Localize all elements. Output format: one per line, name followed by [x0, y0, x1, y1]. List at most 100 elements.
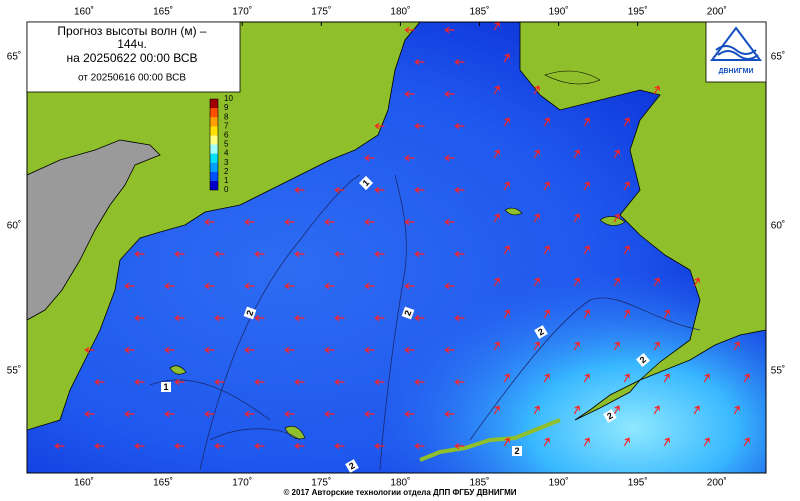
wave-arrow: [733, 405, 741, 415]
wave-arrow: [374, 186, 385, 194]
wave-arrow: [414, 378, 425, 386]
aleutian-islands: [419, 418, 561, 462]
contour-label-bg: [243, 306, 257, 320]
wave-arrow: [244, 410, 255, 418]
wave-arrow: [214, 378, 225, 386]
latitude-label: 65˚: [771, 51, 785, 63]
wave-arrow: [623, 181, 631, 191]
longitude-label: 185˚: [469, 6, 489, 18]
wave-arrow: [284, 346, 295, 354]
wave-arrow: [324, 410, 335, 418]
wave-arrow: [454, 378, 465, 386]
wave-arrow: [124, 346, 135, 354]
wave-arrow: [124, 410, 135, 418]
wave-arrow: [444, 282, 455, 290]
wave-arrow: [84, 410, 95, 418]
title-line: от 20250616 00:00 ВСВ: [78, 73, 186, 84]
logo-icon: [710, 26, 762, 61]
legend-label: 6: [224, 131, 229, 140]
wave-arrow: [533, 149, 541, 159]
wave-arrow: [533, 341, 541, 351]
wave-arrow: [134, 250, 145, 258]
wave-arrow: [214, 250, 225, 258]
wave-arrow: [404, 154, 415, 162]
wave-arrow: [503, 245, 511, 255]
wave-arrow: [503, 53, 511, 63]
legend-swatch: [210, 108, 218, 118]
wave-arrow: [444, 346, 455, 354]
wave-arrow: [374, 122, 385, 130]
contour-label: 2: [345, 459, 359, 473]
wave-arrow: [503, 437, 511, 447]
wave-arrow: [444, 218, 455, 226]
land-chukotka: [27, 22, 421, 431]
wave-arrow: [284, 282, 295, 290]
longitude-label: 200˚: [707, 477, 727, 489]
longitude-label: 195˚: [628, 477, 648, 489]
wave-arrow: [573, 149, 581, 159]
contour-label-text: 1: [361, 178, 372, 189]
wave-arrow: [254, 378, 265, 386]
wave-arrow: [134, 314, 145, 322]
legend-label: 10: [224, 94, 233, 103]
legend-label: 3: [224, 158, 229, 167]
wave-arrow: [533, 85, 541, 95]
wave-arrow: [364, 218, 375, 226]
wave-arrow: [204, 410, 215, 418]
longitude-label: 195˚: [628, 6, 648, 18]
land-peninsula: [574, 379, 641, 421]
wave-arrow: [454, 250, 465, 258]
wave-arrow: [583, 373, 591, 383]
legend-swatch: [210, 153, 218, 163]
wave-arrow: [244, 282, 255, 290]
longitude-label: 180˚: [390, 477, 410, 489]
wave-arrow: [623, 373, 631, 383]
wave-arrow: [703, 437, 711, 447]
wave-arrow: [543, 117, 551, 127]
wave-arrow: [94, 442, 105, 450]
contour-label-text: 2: [347, 460, 356, 471]
contour-label-text: 2: [605, 410, 614, 421]
wave-arrow: [444, 26, 455, 34]
contour-lines: [149, 174, 701, 471]
wave-arrow: [663, 309, 671, 319]
wave-arrow: [444, 410, 455, 418]
wave-arrow: [294, 314, 305, 322]
contour-label-text: 2: [244, 309, 255, 317]
wave-arrow: [174, 442, 185, 450]
wave-arrow: [573, 213, 581, 223]
wave-arrow: [583, 181, 591, 191]
legend-swatch: [210, 180, 218, 190]
wave-arrow: [653, 85, 661, 95]
contour-labels: 1 2 2 2 1 2 2 2 2: [161, 175, 651, 473]
longitude-label: 170˚: [232, 477, 252, 489]
contour-label-bg: [603, 409, 617, 423]
wave-arrow: [743, 373, 751, 383]
wave-arrow: [663, 437, 671, 447]
wave-arrow: [404, 218, 415, 226]
wave-arrow: [454, 442, 465, 450]
title-line: Прогноз высоты волн (м) –: [57, 24, 207, 38]
wave-arrow: [364, 346, 375, 354]
wave-arrow: [364, 154, 375, 162]
map-frame: [26, 21, 767, 474]
wave-arrow: [404, 346, 415, 354]
contour-label: 2: [243, 306, 257, 320]
title-line: 144ч.: [117, 37, 147, 51]
legend-label: 5: [224, 140, 229, 149]
contour-label-bg: [635, 352, 651, 368]
islands: [169, 70, 626, 440]
legend-label: 7: [224, 121, 229, 130]
wave-arrow: [613, 341, 621, 351]
longitude-label: 160˚: [74, 477, 94, 489]
wave-arrow: [533, 277, 541, 287]
longitude-label: 175˚: [311, 477, 331, 489]
wave-arrow: [503, 181, 511, 191]
legend-swatch: [210, 99, 218, 109]
wave-arrow: [613, 149, 621, 159]
wave-arrow: [703, 373, 711, 383]
wave-arrow: [653, 405, 661, 415]
wave-arrow: [653, 341, 661, 351]
wave-arrow: [414, 122, 425, 130]
